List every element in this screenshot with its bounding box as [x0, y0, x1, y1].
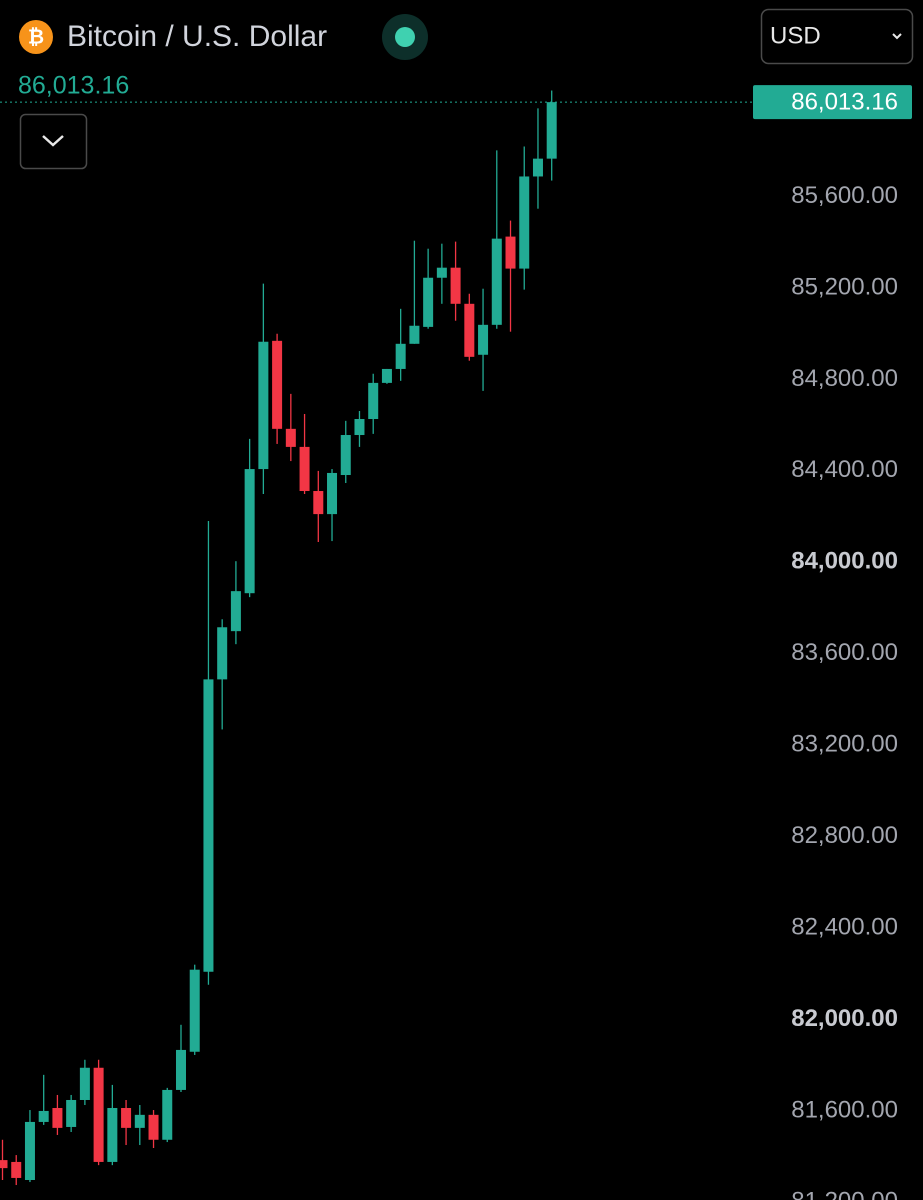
candle-body — [230, 591, 241, 632]
last-price-label: 86,013.16 — [791, 88, 898, 115]
symbol-title: Bitcoin / U.S. Dollar — [67, 20, 327, 53]
y-tick-label: 85,600.00 — [791, 182, 898, 209]
candle-body — [313, 491, 324, 515]
candle-body — [107, 1107, 118, 1162]
candle-body — [327, 472, 338, 515]
candle-body — [217, 627, 228, 680]
candle-body — [24, 1121, 35, 1180]
candle-body — [519, 176, 530, 269]
candle-body — [436, 267, 447, 278]
candle-body — [258, 341, 269, 470]
y-tick-label: 82,400.00 — [791, 913, 898, 940]
candle-body — [203, 679, 214, 972]
candle-body — [354, 419, 365, 436]
y-tick-label: 81,600.00 — [791, 1096, 898, 1123]
candle-body — [423, 277, 434, 327]
candle-body — [299, 446, 310, 492]
collapse-button[interactable] — [19, 113, 88, 170]
y-tick-label: 84,400.00 — [791, 456, 898, 483]
candle-body — [395, 343, 406, 369]
candle-body — [478, 324, 489, 355]
candle-body — [66, 1099, 77, 1127]
candle-body — [272, 340, 283, 429]
y-tick-label: 85,200.00 — [791, 273, 898, 300]
candle-body — [38, 1110, 49, 1122]
coin-icon — [19, 20, 53, 54]
candle-body — [464, 303, 475, 357]
candle-body — [175, 1049, 186, 1090]
candle-body — [450, 267, 461, 304]
currency-label: USD — [770, 22, 821, 49]
coin-symbol: ₿ — [28, 26, 44, 48]
y-tick-label: 84,800.00 — [791, 365, 898, 392]
plot-area: 81,200.00 81,600.00 82,000.00 82,400.00 82,8… — [0, 85, 912, 1200]
candle-body — [409, 325, 420, 344]
candle-body — [162, 1089, 173, 1140]
candle-body — [381, 368, 392, 383]
y-tick-label: 83,200.00 — [791, 731, 898, 758]
candle-body — [93, 1067, 104, 1162]
y-tick-label: 84,000.00 — [791, 548, 898, 575]
y-tick-label: 82,000.00 — [791, 1005, 898, 1032]
candle-body — [79, 1067, 90, 1100]
candle-body — [148, 1114, 159, 1140]
candle-body — [546, 102, 557, 159]
candle-body — [52, 1107, 63, 1128]
candle-body — [505, 236, 516, 269]
currency-select[interactable] — [760, 8, 914, 65]
last-price-text: 86,013.16 — [18, 72, 129, 100]
candle-body — [340, 435, 351, 476]
chevron — [42, 135, 64, 147]
candle-body — [532, 158, 543, 177]
y-tick-label: 82,800.00 — [791, 822, 898, 849]
candle-body — [11, 1161, 22, 1178]
y-tick-label: 83,600.00 — [791, 639, 898, 666]
market-status-dot — [395, 27, 415, 47]
candle-body — [121, 1107, 132, 1128]
candle-body — [368, 382, 379, 420]
candle-body — [134, 1114, 145, 1128]
candle-body — [0, 1160, 8, 1169]
candle-body — [189, 969, 200, 1052]
candle-body — [244, 469, 255, 594]
candle-body — [491, 238, 502, 325]
chevron — [892, 33, 902, 40]
last-price-box — [753, 85, 912, 120]
candle-body — [285, 428, 296, 447]
y-tick-label: 81,200.00 — [791, 1188, 898, 1200]
